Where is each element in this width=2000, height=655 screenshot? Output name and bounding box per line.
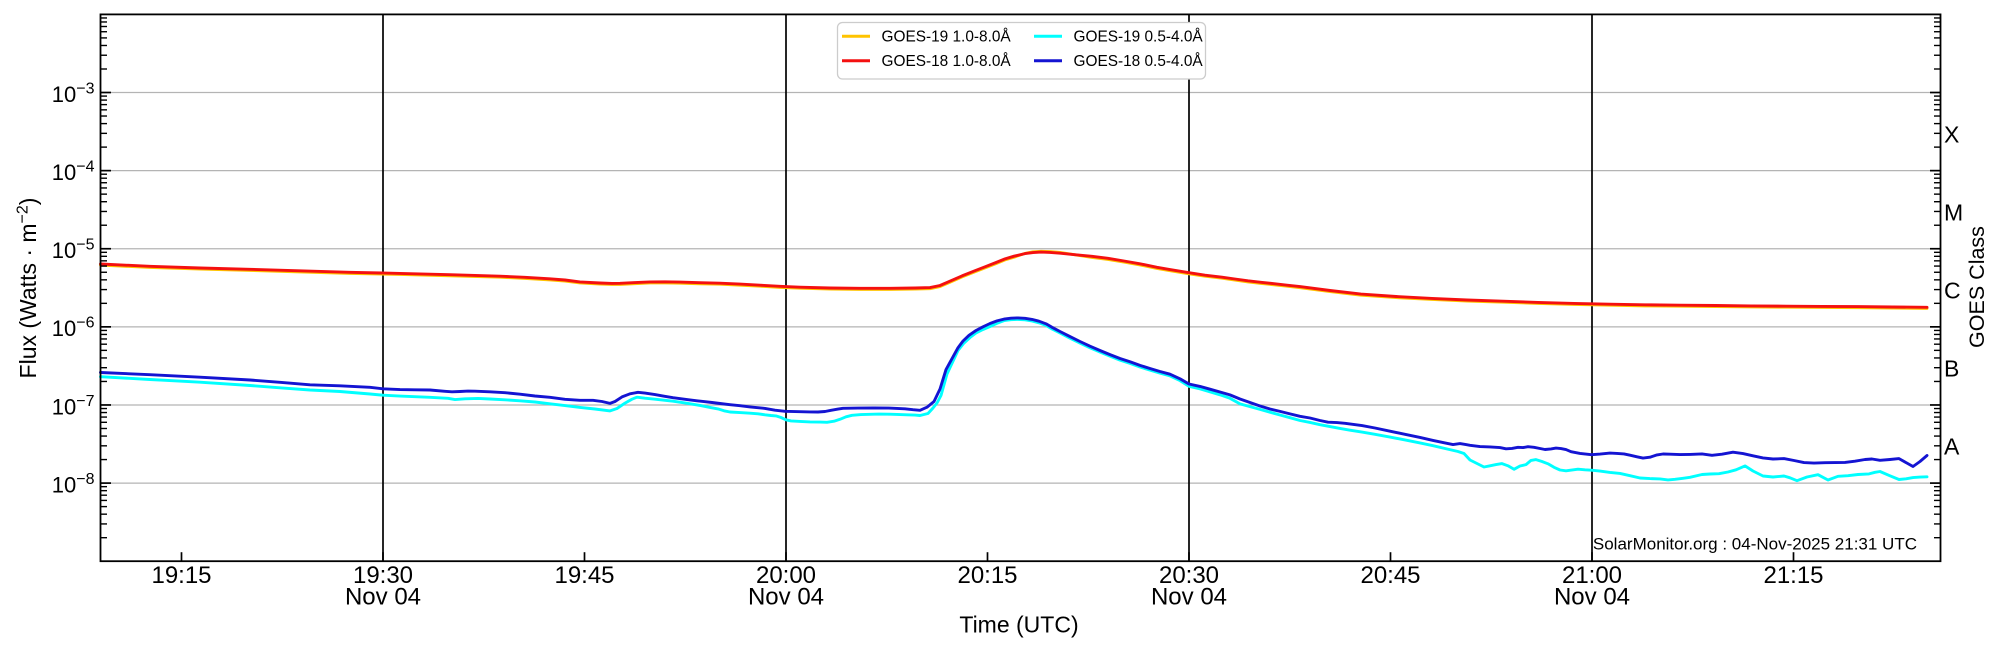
svg-text:X: X [1944,121,1959,147]
svg-text:10−3: 10−3 [52,80,95,107]
svg-text:19:45: 19:45 [554,562,614,589]
svg-text:10−6: 10−6 [52,315,95,342]
svg-text:GOES-18 0.5-4.0Å: GOES-18 0.5-4.0Å [1074,53,1204,70]
svg-text:Nov 04: Nov 04 [1151,584,1227,611]
svg-text:20:45: 20:45 [1360,562,1420,589]
svg-text:10−8: 10−8 [52,471,95,498]
svg-text:SolarMonitor.org : 04-Nov-2025: SolarMonitor.org : 04-Nov-2025 21:31 UTC [1593,534,1917,553]
svg-text:Flux (Watts · m−2): Flux (Watts · m−2) [15,198,42,379]
svg-text:21:15: 21:15 [1763,562,1823,589]
svg-text:19:30: 19:30 [353,562,413,589]
svg-text:C: C [1944,278,1961,304]
svg-text:20:30: 20:30 [1159,562,1219,589]
svg-text:M: M [1944,199,1963,225]
svg-text:GOES-19 1.0-8.0Å: GOES-19 1.0-8.0Å [882,29,1012,46]
svg-text:GOES Class: GOES Class [1965,226,1989,348]
svg-text:A: A [1944,434,1960,460]
svg-text:GOES-18 1.0-8.0Å: GOES-18 1.0-8.0Å [882,53,1012,70]
svg-text:B: B [1944,356,1959,382]
svg-text:Nov 04: Nov 04 [748,584,824,611]
svg-text:20:15: 20:15 [957,562,1017,589]
svg-text:10−7: 10−7 [52,393,95,420]
svg-text:21:00: 21:00 [1562,562,1622,589]
svg-text:20:00: 20:00 [756,562,816,589]
svg-text:10−4: 10−4 [52,158,95,185]
svg-text:GOES-19 0.5-4.0Å: GOES-19 0.5-4.0Å [1074,29,1204,46]
svg-text:10−5: 10−5 [52,237,95,264]
svg-text:Nov 04: Nov 04 [1554,584,1630,611]
svg-text:19:15: 19:15 [151,562,211,589]
svg-text:Nov 04: Nov 04 [345,584,421,611]
svg-text:Time (UTC): Time (UTC) [959,612,1078,638]
